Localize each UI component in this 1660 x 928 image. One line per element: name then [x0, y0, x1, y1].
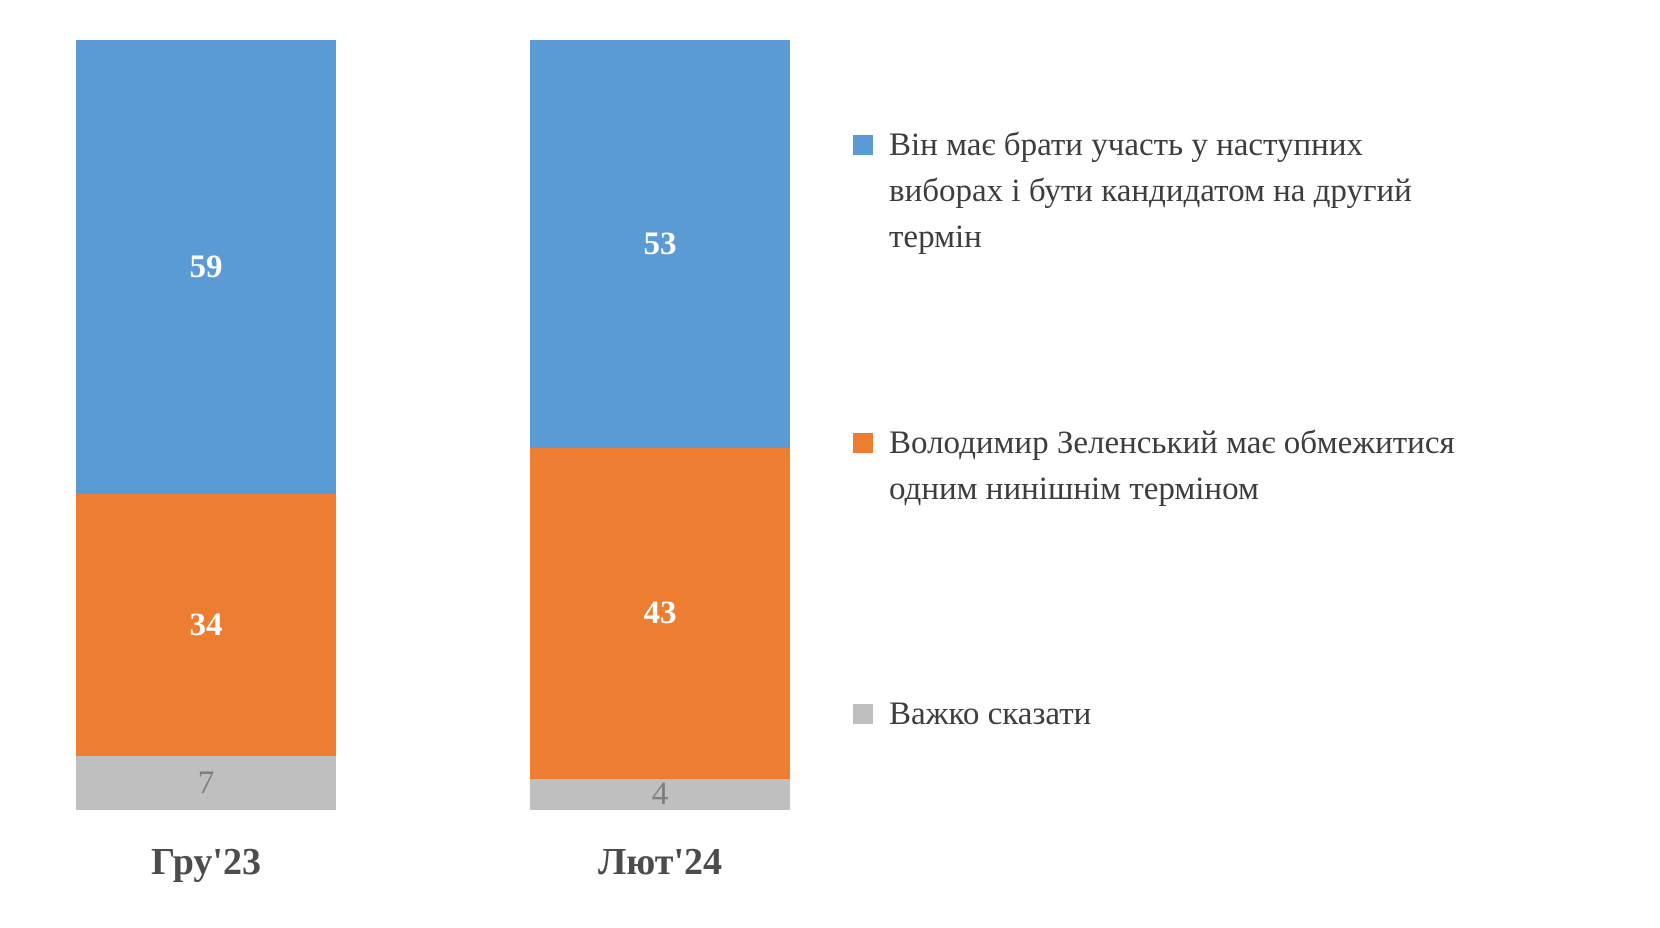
bar-segment: 34: [76, 494, 336, 757]
data-label: 4: [651, 776, 669, 813]
data-label: 43: [643, 595, 677, 632]
legend-label: Важко сказати: [889, 696, 1092, 732]
data-label: 34: [189, 606, 223, 643]
data-label: 53: [643, 225, 677, 262]
data-label: 59: [189, 248, 223, 285]
bar-segment: 53: [530, 40, 790, 449]
bar-segment: 59: [76, 40, 336, 495]
data-label: 7: [197, 764, 215, 801]
legend-item: Він має брати участь у наступних виборах…: [853, 122, 1493, 260]
legend-swatch-icon: [853, 704, 873, 724]
chart-legend: Він має брати участь у наступних виборах…: [853, 0, 1513, 928]
category-axis-label: Гру'23: [151, 841, 261, 883]
bar-column: 59 34 7: [76, 40, 336, 810]
legend-swatch-icon: [853, 135, 873, 155]
legend-item: Важко сказати: [853, 691, 1493, 737]
plot-area: 59 34 7 Гру'23 53 43 4 Лют'24: [76, 40, 790, 883]
bar-column: 53 43 4: [530, 40, 790, 810]
bar-segment: 4: [530, 776, 790, 813]
legend-label: Він має брати участь у наступних виборах…: [889, 127, 1412, 255]
category-axis-label: Лют'24: [597, 841, 723, 883]
legend-swatch-icon: [853, 433, 873, 453]
legend-label: Володимир Зеленський має обмежитися одни…: [889, 425, 1455, 507]
legend-item: Володимир Зеленський має обмежитися одни…: [853, 420, 1493, 512]
bar-segment: 7: [76, 756, 336, 810]
bar-segment: 43: [530, 448, 790, 780]
